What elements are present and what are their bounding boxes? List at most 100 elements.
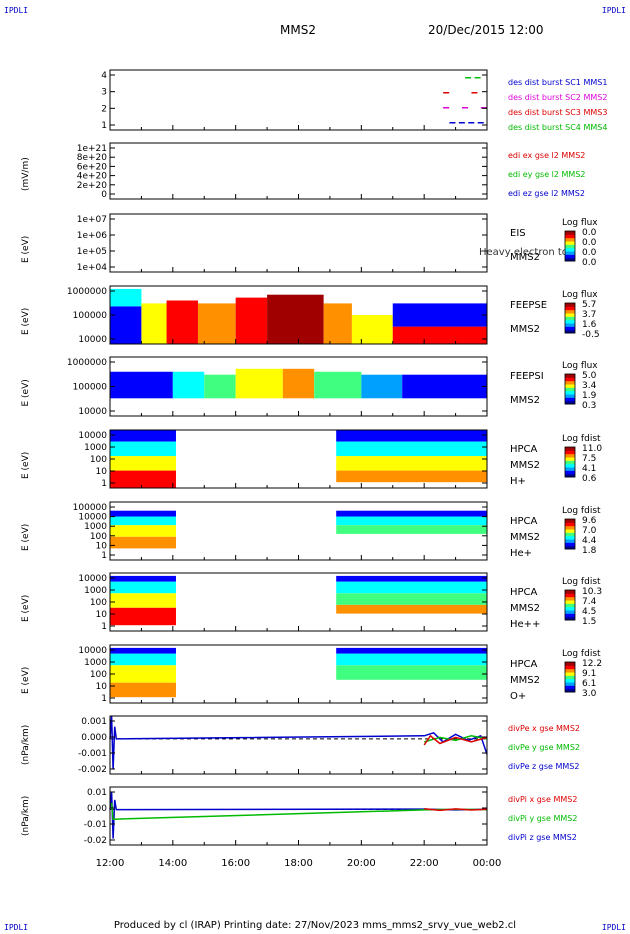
feepsi-colorbar-frame [564,373,576,405]
hpca-he-ytick-label-4: 10 [96,541,108,551]
feepse-colorbar-cell-1 [565,326,575,331]
hpca-hepp-colorbar-cell-5 [565,600,575,604]
hpca-hepp-ytick-label-2: 100 [90,598,107,608]
hpca-he-ytick-label-5: 1 [101,551,107,561]
divpi-ylabel: (nPa/km) [21,796,31,836]
feepsi-colorbar-cell-6 [565,380,575,385]
hpca-o-right-label-2: O+ [510,691,526,702]
hpca-o-colorbar-frame [564,661,576,693]
feepsi-colorbar-cell-2 [565,394,575,398]
x-tick-label-3: 18:00 [284,858,313,869]
hpca-he-ytick-label-2: 1000 [84,522,107,532]
feepse-ytick-label-1: 100000 [73,311,108,321]
feepse-colorbar-tick-2: 1.6 [582,320,597,330]
hpca-hepp-colorbar-cell-4 [565,603,575,608]
feepse-colorbar-cell-3 [565,319,575,324]
hpca-hepp-colorbar-cell-0 [565,616,575,621]
hpca-h-colorbar-cell-2 [565,467,575,471]
hpca-o-right-label-1: MMS2 [510,675,540,686]
hpca-he-block-3 [110,536,176,549]
burst-point-0-0 [449,122,456,124]
hpca-h-colorbar-tick-2: 4.1 [582,464,596,474]
corner-label-br: IPDLI [601,923,626,932]
hpca-he-colorbar-tick-0: 9.6 [582,516,597,526]
hpca-hepp-colorbar-cell-1 [565,613,575,618]
edi-ytick-label-0: 1e+21 [77,144,107,154]
hpca-h-ytick-label-0: 10000 [78,431,107,441]
eis-colorbar-cell-7 [565,234,575,239]
feepse-colorbar-cell-5 [565,313,575,317]
feepsi-colorbar-cell-4 [565,387,575,392]
feepsi-colorbar-cell-8 [565,374,575,378]
hpca-o-colorbar-cell-1 [565,685,575,690]
hpca-he-colorbar-frame [564,518,576,550]
hpca-h-ylabel: E (eV) [21,452,31,479]
eis-ytick-label-0: 1e+07 [77,215,107,225]
divpi-legend-2: divPi z gse MMS2 [508,833,577,842]
divpi-legend-1: divPi y gse MMS2 [508,814,577,823]
hpca-o-colorbar-cell-4 [565,675,575,680]
hpca-o-colorbar-cell-7 [565,665,575,670]
eis-colorbar-cell-8 [565,231,575,235]
divpi-ytick-label-1: 0.00 [87,804,107,814]
burst-legend-2: des dist burst SC3 MMS3 [508,108,607,117]
feepse-block-10 [392,303,487,327]
divpe-legend-1: divPe y gse MMS2 [508,743,580,752]
burst-point-1-2 [480,107,487,109]
x-tick-label-6: 00:00 [473,858,502,869]
feepsi-colorbar-cell-5 [565,384,575,388]
hpca-hepp-ytick-label-0: 10000 [78,574,107,584]
hpca-he-colorbar-cell-0 [565,545,575,550]
hpca-hepp-colorbar-tick-0: 10.3 [582,587,602,597]
hpca-o-colorbar-cell-0 [565,688,575,693]
hpca-he-ylabel: E (eV) [21,524,31,551]
x-tick-label-0: 12:00 [96,858,125,869]
eis-colorbar-tick-2: 0.0 [582,248,597,258]
divpe-frame [109,715,488,775]
feepsi-colorbar-cell-7 [565,377,575,382]
hpca-hepp-block-2 [110,593,176,608]
feepse-block-9 [392,326,487,344]
edi-ylabel: (mV/m) [21,157,31,191]
hpca-hepp-right-label-1: MMS2 [510,603,540,614]
eis-ytick-label-3: 1e+04 [77,263,108,273]
x-tick-label-4: 20:00 [347,858,376,869]
feepse-block-7 [323,303,352,344]
hpca-he-block-2 [110,525,176,537]
eis-colorbar-cell-0 [565,257,575,262]
hpca-h-colorbar-cell-8 [565,447,575,451]
eis-colorbar-frame [564,230,576,262]
divpi-series-1 [110,803,488,820]
hpca-o-ytick-label-3: 10 [96,682,108,692]
eis-colorbar-tick-3: 0.0 [582,258,597,268]
divpi-series-2 [424,808,488,812]
feepse-block-4 [197,303,236,344]
divpe-ytick-label-0: 0.001 [81,717,107,727]
hpca-o-colorbar-tick-3: 3.0 [582,689,597,699]
hpca-h-colorbar-title: Log fdist [562,434,601,444]
hpca-h-ytick-label-3: 10 [96,467,108,477]
feepse-block-2 [141,303,167,344]
feepsi-block-3 [235,368,283,399]
hpca-o-ytick-label-1: 1000 [84,658,107,668]
edi-ytick-label-3: 4e+20 [77,172,108,182]
feepsi-ylabel: E (eV) [21,379,31,406]
feepse-right-label-1: MMS2 [510,324,540,335]
corner-label-bl: IPDLI [4,923,29,932]
feepsi-block-4 [282,368,315,399]
hpca-h-right-label-1: MMS2 [510,460,540,471]
hpca-o-colorbar-cell-5 [565,672,575,676]
feepsi-ytick-label-2: 10000 [78,407,107,417]
eis-colorbar-cell-5 [565,241,575,245]
hpca-h-colorbar-cell-4 [565,460,575,465]
hpca-o-block-1 [110,653,176,666]
divpe-legend-0: divPe x gse MMS2 [508,724,580,733]
hpca-h-ytick-label-2: 100 [90,455,107,465]
divpe-ytick-label-1: 0.000 [81,733,107,743]
hpca-h-ytick-label-1: 1000 [84,443,107,453]
hpca-hepp-right-label-2: He++ [510,619,540,630]
hpca-h-ytick-label-4: 1 [101,479,107,489]
feepse-colorbar-cell-7 [565,306,575,311]
hpca-o-block-4 [336,647,487,654]
